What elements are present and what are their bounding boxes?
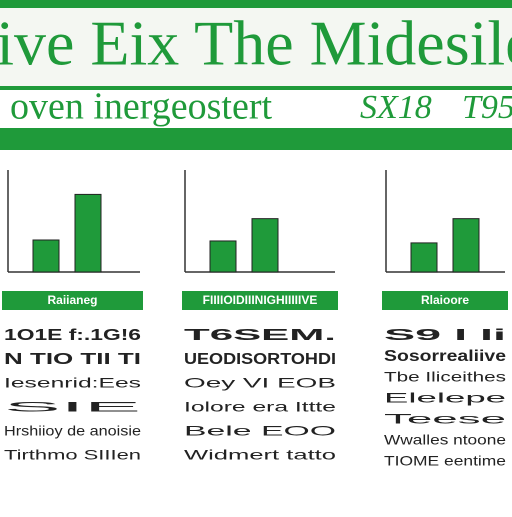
code: SX18 <box>360 89 432 126</box>
panel-text: Bele EOO <box>184 423 336 439</box>
panel-text: Elelepe <box>384 390 507 406</box>
panel-text: Oey VI EOB <box>184 375 336 391</box>
panel-label: Raiianeg <box>47 293 97 307</box>
bar <box>209 240 237 273</box>
subtitle-band <box>0 90 512 128</box>
panel-text: SIE <box>4 399 141 415</box>
panel-text: Teese <box>384 411 507 427</box>
bar <box>452 218 480 273</box>
panel-text: Tbe Iliceithes <box>384 369 506 385</box>
panel-text: Wwalles ntoone <box>384 432 506 448</box>
title: live Eix The Midesile <box>0 8 512 79</box>
panel-label: FIIIIOIDIIINIGHIIIIIVE <box>203 293 318 307</box>
panel-text: Tirthmo SIIIen <box>4 447 141 463</box>
panel-text: UEODISORTOHDI <box>184 351 336 368</box>
subtitle: oven inergeostert <box>10 86 272 128</box>
bar <box>251 218 279 273</box>
bar <box>74 193 102 273</box>
panel-text: Widmert tatto <box>184 447 336 463</box>
panel-text: TIOME eentime <box>384 453 506 469</box>
tag: T95 <box>462 89 512 126</box>
label-bar <box>382 291 508 310</box>
label-bar <box>2 291 143 310</box>
panel-text: N TIO TII TI <box>4 351 141 368</box>
label-bar <box>182 291 338 310</box>
panel-text: Iolore era Ittte <box>184 399 336 415</box>
bar <box>32 239 60 273</box>
bar <box>410 242 438 273</box>
panel-text: Sosorrealiive <box>384 348 506 365</box>
panel-text: Hrshiioy de anoisie <box>4 423 141 439</box>
panel-text: Iesenrid:Ees <box>4 375 141 391</box>
panel-text: S9 I Ii <box>384 327 506 344</box>
panel-label: Rlaioore <box>421 293 469 307</box>
panel-text: 1O1E f:.1G!6 <box>4 327 141 344</box>
panel-text: T6SEM. <box>184 327 336 344</box>
title-band <box>0 8 512 86</box>
